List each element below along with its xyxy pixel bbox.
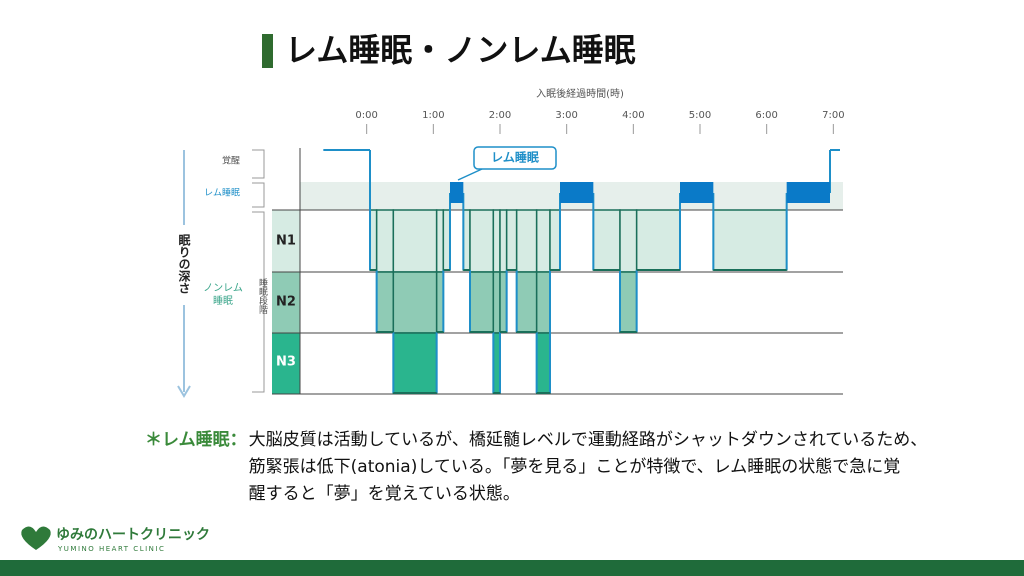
- note-line: 筋緊張は低下(atonia)している。「夢を見る」ことが特徴で、レム睡眠の状態で…: [249, 457, 901, 477]
- x-axis-title: 入眠後経過時間(時): [536, 87, 624, 100]
- rem-segment: [786, 182, 830, 203]
- x-tick-label: 0:00: [355, 110, 377, 121]
- depth-label-bg: [176, 225, 194, 305]
- stage-fill: [619, 271, 638, 333]
- stage-fill: [392, 271, 438, 334]
- n3-band-label-bg: [272, 333, 300, 394]
- title: レム睡眠・ノンレム睡眠: [285, 31, 636, 69]
- callout-text: レム睡眠: [491, 150, 539, 165]
- footer-bar: [0, 560, 1024, 576]
- stage-fill: [469, 209, 495, 273]
- x-tick-label: 5:00: [689, 110, 711, 121]
- stage-fill: [515, 209, 538, 273]
- plot: 0:00 1:00 2:00 3:00 4:00 5:00 6:00 7:00覚醒レム睡眠N1…: [204, 110, 845, 394]
- rem-segment: [450, 182, 464, 203]
- stage-fill: [712, 209, 788, 271]
- x-tick-label: 6:00: [755, 110, 777, 121]
- stage-fill: [535, 271, 551, 334]
- stage-fill: [435, 271, 445, 333]
- x-tick-label: 7:00: [822, 110, 844, 121]
- bracket: [252, 211, 265, 393]
- stage-fill: [499, 209, 508, 273]
- stage-fill: [549, 209, 561, 271]
- rem-segment: [680, 182, 714, 203]
- nrem-label-box: ノンレム睡眠: [203, 283, 243, 307]
- depth-arrowhead: [177, 385, 191, 398]
- stage-fill: [592, 209, 621, 271]
- logo-sub: YUMINO HEART CLINIC: [57, 545, 165, 553]
- stage-group-label: 睡眠段階: [257, 277, 268, 315]
- bracket: [252, 182, 265, 208]
- stage-fill: [375, 209, 395, 273]
- depth-label: 眠りの深さ: [177, 234, 191, 294]
- stage-fill: [505, 209, 518, 271]
- y-tick-label: 覚醒: [222, 155, 240, 167]
- y-tick-label: N2: [276, 295, 296, 310]
- y-tick-label: N3: [276, 355, 296, 370]
- stage-fill: [515, 271, 538, 333]
- note-line: 醒すると「夢」を覚えている状態。: [249, 484, 520, 504]
- stage-fill: [492, 209, 501, 273]
- note-label: ＊レム睡眠：: [145, 429, 247, 450]
- y-tick-label: レム睡眠: [204, 187, 240, 199]
- stage-fill: [492, 271, 501, 334]
- n1-band-label-bg: [272, 210, 300, 272]
- logo-name: ゆみのハートクリニック: [56, 527, 210, 543]
- stage-fill: [619, 209, 638, 273]
- x-tick-label: 2:00: [489, 110, 511, 121]
- logo-icon: [21, 526, 51, 550]
- x-tick-label: 4:00: [622, 110, 644, 121]
- n2-band-label-bg: [272, 272, 300, 333]
- brackets: [252, 149, 265, 393]
- nrem-label: ノンレム睡眠: [203, 283, 243, 307]
- x-tick-label: 1:00: [422, 110, 444, 121]
- note-line: 大脳皮質は活動しているが、橋延髄レベルで運動経路がシャットダウンされているため、: [249, 430, 928, 450]
- rem-segment: [560, 182, 594, 203]
- x-tick-label: 3:00: [555, 110, 577, 121]
- stage-fill: [435, 209, 445, 273]
- stage-fill: [375, 271, 395, 333]
- bracket: [252, 149, 265, 179]
- stage-fill: [635, 209, 681, 271]
- stage-fill: [535, 332, 551, 394]
- stage-fill: [535, 209, 551, 273]
- callout-box: [473, 146, 557, 170]
- stage-fill: [469, 271, 495, 333]
- y-tick-label: N1: [276, 234, 296, 249]
- title-marker: [262, 34, 273, 68]
- stage-fill: [392, 209, 438, 273]
- callout-pointer: [457, 168, 483, 181]
- stage-fill: [392, 332, 438, 394]
